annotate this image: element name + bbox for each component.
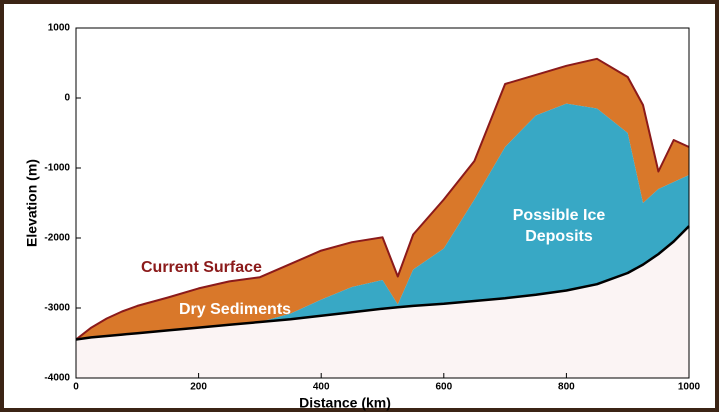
x-tick-label: 200	[190, 382, 207, 393]
y-tick-label: -4000	[44, 373, 70, 384]
x-tick-label: 1000	[678, 382, 701, 393]
annotation: Possible Ice Deposits	[494, 205, 624, 247]
x-tick-label: 0	[73, 382, 79, 393]
annotation: Dry Sediments	[179, 301, 291, 319]
x-tick-label: 600	[435, 382, 452, 393]
annotation: Current Surface	[141, 259, 262, 277]
y-tick-label: -1000	[44, 163, 70, 174]
x-tick-label: 800	[558, 382, 575, 393]
chart-frame: Distance (km) Elevation (m) 1000 0 -1000 -2…	[0, 0, 719, 412]
y-tick-label: -3000	[44, 303, 70, 314]
x-tick-label: 400	[313, 382, 330, 393]
y-tick-label: -2000	[44, 233, 70, 244]
x-axis-title: Distance (km)	[299, 395, 391, 411]
y-tick-label: 1000	[48, 23, 71, 34]
y-axis-title: Elevation (m)	[24, 159, 40, 247]
y-tick-label: 0	[64, 93, 70, 104]
